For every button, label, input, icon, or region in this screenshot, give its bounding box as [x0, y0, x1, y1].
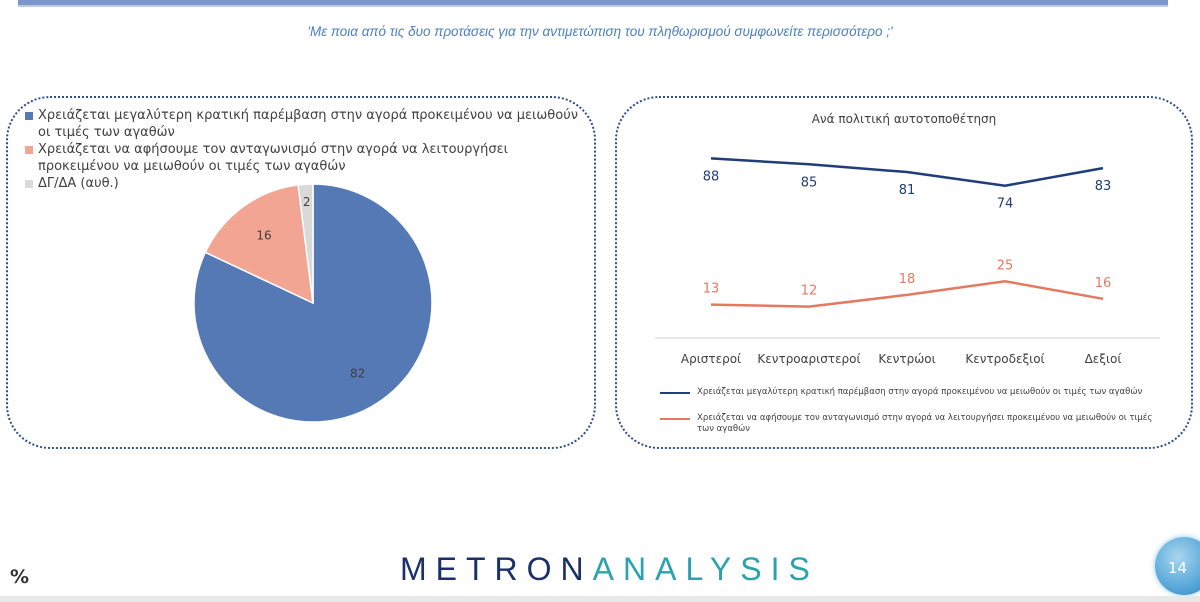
line-data-label: 83 [1095, 179, 1112, 194]
pie-panel [6, 96, 596, 449]
line-data-label: 16 [1095, 276, 1112, 291]
x-tick-label: Κεντροδεξιοί [965, 352, 1044, 366]
pie-legend-label-b: Χρειάζεται να αφήσουμε τον ανταγωνισμό σ… [38, 142, 509, 174]
logo-part-metron: METRON [400, 551, 593, 587]
x-tick-label: Κεντροαριστεροί [757, 352, 860, 366]
pie-legend-item-a: Χρειάζεται μεγαλύτερη κρατική παρέμβαση … [25, 107, 585, 141]
header-bar [18, 0, 1168, 7]
pie-legend-item-b: Χρειάζεται να αφήσουμε τον ανταγωνισμό σ… [25, 141, 585, 175]
line-legend-label-b: Χρειάζεται να αφήσουμε τον ανταγωνισμό σ… [697, 413, 1153, 434]
line-data-label: 13 [703, 282, 720, 297]
line-legend-item-b: Χρειάζεται να αφήσουμε τον ανταγωνισμό σ… [640, 413, 1160, 435]
pie-data-label: 82 [350, 366, 365, 380]
legend-swatch-a [25, 112, 33, 120]
x-tick-label: Δεξιοί [1085, 352, 1122, 366]
line-panel [615, 96, 1193, 449]
pie-legend-label-a: Χρειάζεται μεγαλύτερη κρατική παρέμβαση … [38, 108, 578, 140]
line-data-label: 88 [703, 169, 720, 184]
pie-data-label: 2 [303, 195, 311, 209]
line-chart-title: Ανά πολιτική αυτοτοποθέτηση [811, 112, 997, 126]
pie-legend: Χρειάζεται μεγαλύτερη κρατική παρέμβαση … [25, 107, 585, 192]
line-data-label: 18 [899, 272, 916, 287]
metron-analysis-logo: METRONANALYSIS [400, 551, 819, 588]
pie-data-label: 16 [256, 229, 271, 243]
line-data-label: 74 [997, 197, 1014, 212]
line-data-label: 25 [997, 258, 1014, 273]
pie-legend-label-c: ΔΓ/ΔΑ (αυθ.) [38, 176, 119, 191]
pie-slice [193, 183, 433, 423]
line-data-label: 12 [801, 284, 818, 299]
page-number: 14 [1168, 559, 1188, 577]
line-legend-item-a: Χρειάζεται μεγαλύτερη κρατική παρέμβαση … [640, 387, 1160, 398]
pie-slice [204, 184, 314, 305]
line-data-label: 81 [899, 183, 916, 198]
x-tick-label: Κεντρώοι [878, 352, 935, 366]
pie-slice [297, 183, 314, 304]
series-line [710, 157, 1104, 187]
page-number-badge: 14 [1155, 537, 1200, 595]
percent-sign: % [10, 566, 30, 588]
series-line [710, 279, 1104, 308]
line-data-label: 85 [801, 175, 818, 190]
line-legend-label-a: Χρειάζεται μεγαλύτερη κρατική παρέμβαση … [697, 387, 1143, 397]
logo-part-analysis: ANALYSIS [592, 551, 819, 587]
footer-bar [0, 596, 1200, 602]
x-tick-label: Αριστεροί [681, 352, 741, 366]
survey-question: 'Με ποια από τις δυο προτάσεις για την α… [307, 24, 893, 39]
legend-swatch-b [25, 146, 33, 154]
line-legend-key-b [660, 418, 690, 420]
legend-swatch-c [25, 180, 33, 188]
pie-legend-item-c: ΔΓ/ΔΑ (αυθ.) [25, 175, 585, 192]
line-legend-key-a [660, 392, 690, 394]
